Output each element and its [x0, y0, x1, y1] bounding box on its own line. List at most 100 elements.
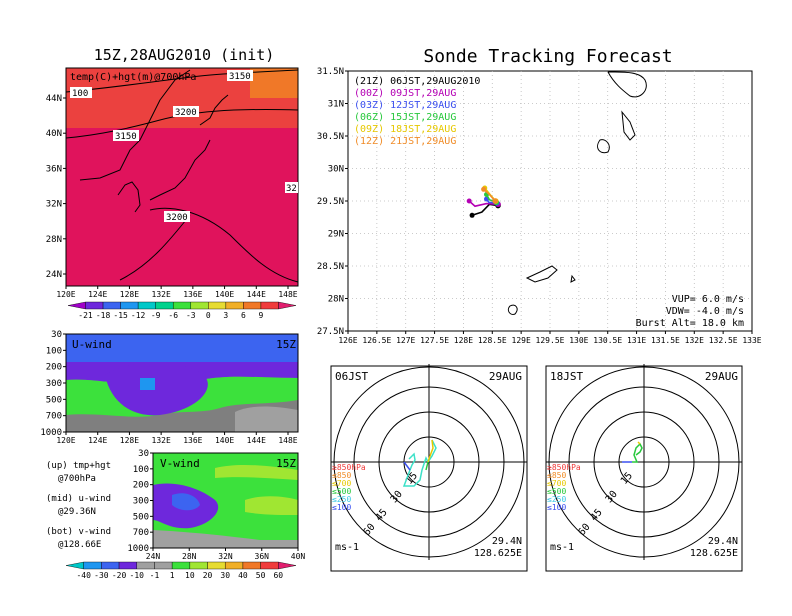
x-tick-label: 132.5E — [709, 336, 738, 345]
legend-entry: (03Z) 12JST,29AUG — [354, 100, 456, 111]
x-tick-label: 127.5E — [420, 336, 449, 345]
colorbar-label: 3 — [223, 311, 228, 320]
y-tick-label: 700 — [133, 528, 149, 538]
note-up-line2: @700hPa — [58, 474, 96, 484]
colorbar-swatch — [242, 561, 261, 570]
v-wind-surface — [153, 530, 298, 548]
colorbar-label: 20 — [203, 571, 213, 580]
u-wind-core — [105, 362, 208, 416]
colorbar-label: -12 — [131, 311, 146, 320]
x-tick-label: 128.5E — [478, 336, 507, 345]
colorbar-label: 30 — [220, 571, 230, 580]
hodograph-level-label: ≤250 — [547, 495, 566, 504]
y-tick-label: 44N — [46, 94, 62, 104]
hodograph-right-trace-500 — [632, 442, 643, 463]
hodograph-left-time: 06JST — [335, 370, 368, 383]
left-map-frame — [65, 67, 299, 287]
x-tick-label: 130E — [569, 336, 588, 345]
left-map-warm-ne — [250, 68, 298, 98]
note-bot-line2: @128.66E — [58, 540, 101, 550]
x-tick-label: 126.5E — [362, 336, 391, 345]
x-tick-label: 148E — [278, 436, 297, 445]
x-tick-label: 144E — [247, 436, 266, 445]
x-tick-label: 133E — [742, 336, 761, 345]
v-wind-time: 15Z — [276, 457, 296, 470]
hodograph-left-trace-250 — [402, 439, 437, 487]
x-tick-label: 36N — [255, 552, 270, 561]
contour-label-bg — [285, 182, 298, 193]
x-tick-label: 40N — [291, 552, 306, 561]
param-vdw: VDW= -4.0 m/s — [666, 306, 744, 317]
colorbar-label: -15 — [113, 311, 128, 320]
note-mid-line2: @29.36N — [58, 507, 96, 517]
hodograph-level-label: ≤700 — [547, 479, 566, 488]
colorbar-label: 50 — [256, 571, 266, 580]
left-map-contour-labels: 100 3150 3200 3150 3200 32 — [70, 70, 298, 223]
y-tick-label: 1000 — [40, 428, 62, 438]
colorbar-swatch — [83, 561, 102, 570]
x-tick-label: 129.5E — [536, 336, 565, 345]
left-map-lon-axis: 120E 124E 128E 132E 136E 140E 144E 148E — [56, 286, 298, 299]
hodograph-level-label: ≤250 — [332, 495, 351, 504]
colorbar-label: -40 — [76, 571, 91, 580]
colorbar-label: -9 — [151, 311, 161, 320]
x-tick-label: 148E — [278, 290, 297, 299]
y-tick-label: 30N — [328, 165, 344, 175]
track-map-legend: (21Z) 06JST,29AUG2010(00Z) 09JST,29AUG(0… — [354, 76, 480, 147]
colorbar-label: -21 — [78, 311, 93, 320]
y-tick-label: 28.5N — [317, 262, 344, 272]
hodograph-left-trace-700 — [427, 439, 434, 463]
y-tick-label: 500 — [133, 512, 149, 522]
x-tick-label: 128E — [120, 436, 139, 445]
u-wind-max — [140, 378, 155, 390]
track-map-series — [466, 185, 501, 218]
island-amami — [525, 265, 558, 283]
track-map-lon-axis: 126E 126.5E 127E 127.5E 128E 128.5E 129E 129.5E… — [338, 331, 762, 345]
hodograph-level-label: ≤700 — [332, 479, 351, 488]
y-tick-label: 30.5N — [317, 132, 344, 142]
contour-label: 3150 — [115, 132, 137, 142]
note-bot-line1: (bot) v-wind — [46, 527, 111, 537]
colorbar-swatch — [171, 561, 191, 570]
colorbar-swatch — [278, 561, 297, 570]
island-kikai — [570, 274, 576, 283]
island-kuchinoerabu — [597, 139, 610, 154]
island-yakushima — [607, 71, 647, 98]
hodograph-right-level-legend: ≥850hPa≤850≤700≤500≤250≤100 — [547, 463, 581, 512]
hodograph-left-level-legend: ≥850hPa≤850≤700≤500≤250≤100 — [332, 463, 366, 512]
colorbar-label: 1 — [170, 571, 175, 580]
track-map-panel: (21Z) 06JST,29AUG2010(00Z) 09JST,29AUG(0… — [317, 67, 762, 345]
contour-label: 3200 — [166, 213, 188, 223]
x-tick-label: 132E — [685, 336, 704, 345]
left-map-field-label: temp(C)+hgt(m)@700hPa — [70, 72, 196, 83]
y-tick-label: 500 — [46, 395, 62, 405]
colorbar-swatch — [208, 301, 227, 310]
colorbar-label: 0 — [206, 311, 211, 320]
track-endpoint — [481, 186, 487, 192]
left-map-contour-3200-south — [149, 207, 299, 283]
colorbar-swatch — [243, 301, 262, 310]
colorbar-swatch — [260, 301, 279, 310]
hodograph-right-unit: ms-1 — [550, 542, 574, 553]
contour-label-bg — [173, 106, 199, 117]
hodograph-level-label: ≤100 — [547, 503, 566, 512]
u-wind-label: U-wind — [72, 338, 112, 351]
colorbar-swatch — [225, 301, 244, 310]
colorbar-label: -30 — [94, 571, 109, 580]
track-line — [483, 188, 496, 202]
hodograph-left-trace-100 — [403, 461, 411, 471]
y-tick-label: 100 — [133, 465, 149, 475]
island-tokunoshima — [507, 304, 518, 315]
u-wind-x-axis: 120E 124E 128E 132E 136E 140E 144E 148E — [56, 432, 298, 445]
x-tick-label: 131E — [627, 336, 646, 345]
y-tick-label: 32N — [46, 200, 62, 210]
x-tick-label: 131.5E — [651, 336, 680, 345]
colorbar-label: 6 — [241, 311, 246, 320]
hodograph-level-label: ≤500 — [547, 487, 566, 496]
colorbar-label: -18 — [96, 311, 111, 320]
track-endpoint — [469, 212, 475, 218]
x-tick-label: 124E — [88, 436, 107, 445]
